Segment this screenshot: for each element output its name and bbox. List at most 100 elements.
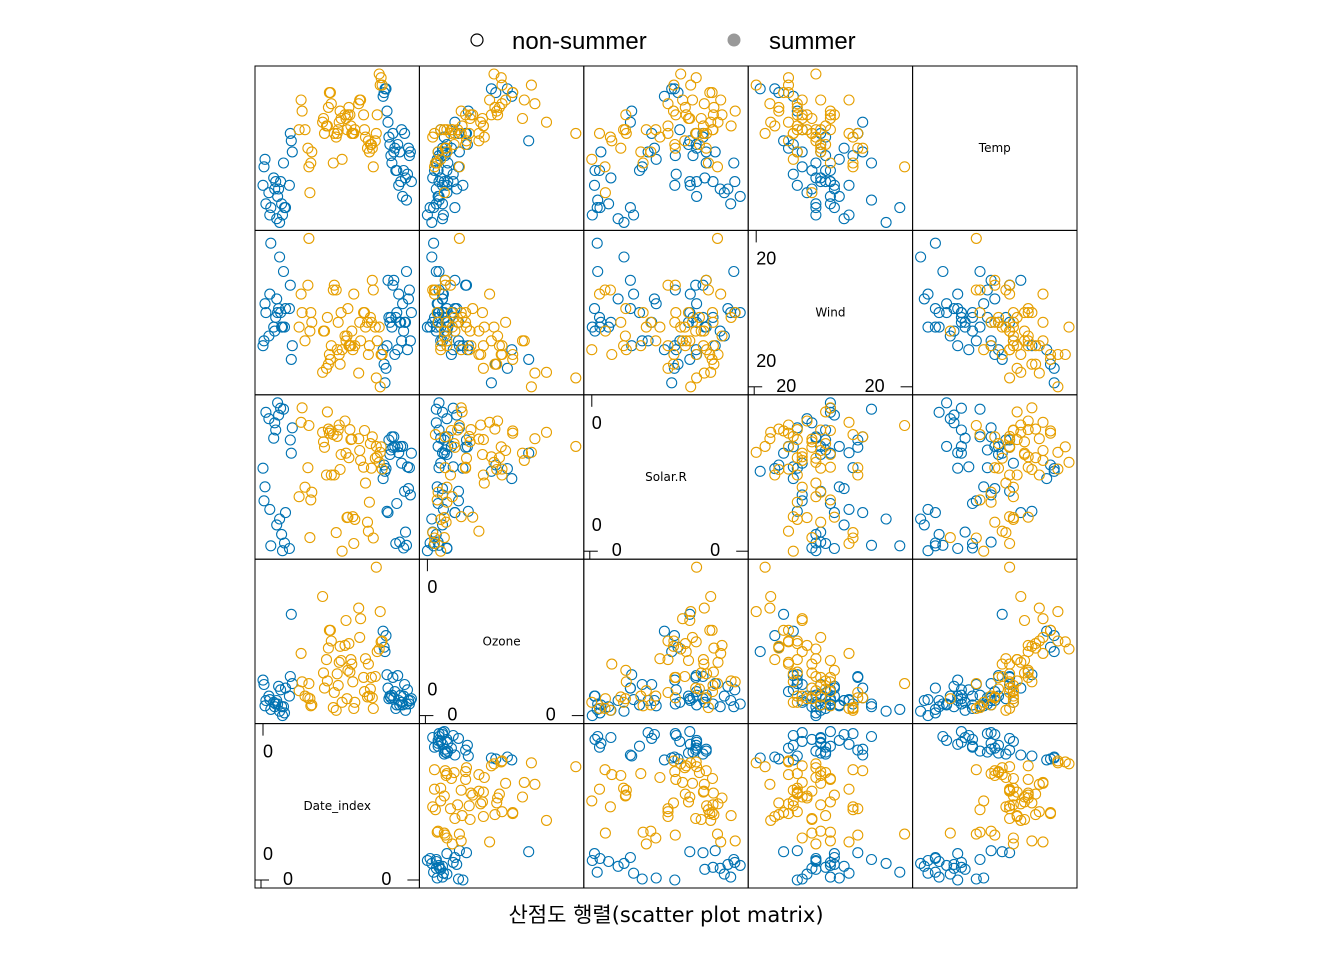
point-summer-r0-c3-9: [765, 116, 777, 128]
point-non-summer-r3-c4-45: [966, 690, 979, 702]
point-non-summer-r2-c4-41: [985, 536, 997, 548]
point-summer-r2-c3-14: [773, 423, 785, 435]
point-non-summer-r2-c4-37: [966, 537, 979, 550]
point-summer-r0-c1-37: [435, 124, 447, 136]
point-summer-r2-c1-52: [570, 440, 582, 452]
point-non-summer-r2-c4-18: [929, 537, 941, 549]
point-non-summer-r4-c4-17: [974, 853, 986, 866]
point-non-summer-r3-c3-6: [894, 703, 906, 715]
point-summer-r4-c4-31: [1030, 788, 1042, 800]
point-non-summer-r4-c3-3: [824, 871, 836, 883]
point-non-summer-r4-c1-52: [436, 727, 449, 739]
point-non-summer-r4-c1-14: [447, 856, 459, 868]
point-summer-r2-c3-46: [791, 496, 803, 508]
point-non-summer-r4-c1-16: [421, 854, 433, 867]
point-non-summer-r2-c0-7: [268, 432, 280, 444]
point-non-summer-r3-c3-34: [852, 671, 864, 683]
point-non-summer-r0-c0-23: [286, 146, 298, 158]
point-summer-r4-c1-35: [455, 784, 467, 796]
point-summer-r2-c4-40: [1037, 454, 1049, 466]
point-summer-r1-c4-56: [1059, 348, 1071, 361]
point-summer-r1-c0-51: [369, 321, 381, 333]
point-summer-r2-c4-4: [989, 462, 1001, 474]
point-summer-r4-c2-21: [701, 800, 713, 812]
point-summer-r1-c1-52: [570, 372, 582, 384]
point-summer-r2-c4-45: [996, 525, 1008, 537]
point-non-summer-r4-c2-16: [586, 854, 598, 867]
point-summer-r1-c0-21: [331, 344, 343, 356]
point-non-summer-r2-c3-5: [843, 503, 855, 515]
point-summer-r0-c2-1: [715, 94, 727, 106]
point-summer-r1-c1-4: [439, 279, 451, 291]
point-summer-r2-c3-45: [782, 525, 795, 537]
point-summer-r2-c0-24: [334, 463, 346, 476]
point-summer-r2-c3-17: [791, 469, 803, 481]
point-non-summer-r2-c4-27: [1048, 463, 1060, 475]
point-summer-r3-c3-12: [769, 654, 781, 666]
point-summer-r4-c1-6: [438, 827, 450, 839]
point-non-summer-r4-c4-46: [1004, 732, 1016, 744]
point-summer-r3-c3-50: [847, 702, 859, 715]
point-non-summer-r2-c0-47: [399, 526, 412, 538]
point-summer-r3-c0-39: [354, 631, 366, 643]
point-summer-r2-c4-51: [996, 452, 1008, 464]
point-summer-r3-c3-40: [796, 613, 808, 625]
point-non-summer-r3-c3-36: [782, 686, 795, 698]
point-non-summer-r4-c3-34: [852, 744, 864, 756]
point-summer-r0-c3-47: [820, 138, 832, 151]
point-summer-r3-c3-10: [806, 667, 818, 679]
point-summer-r1-c4-2: [1026, 307, 1038, 319]
point-non-summer-r0-c2-19: [624, 202, 636, 214]
point-summer-r3-c2-38: [698, 602, 710, 614]
point-summer-r1-c1-32: [465, 340, 477, 352]
point-summer-r2-c4-18: [974, 429, 986, 441]
point-summer-r0-c1-42: [445, 124, 457, 136]
point-non-summer-r2-c0-11: [272, 397, 284, 409]
point-non-summer-r4-c1-0: [457, 874, 469, 886]
point-summer-r2-c0-43: [359, 477, 372, 489]
point-non-summer-r0-c0-38: [391, 164, 403, 177]
point-summer-r1-c0-25: [335, 307, 347, 319]
point-summer-r3-c3-46: [791, 690, 803, 702]
point-summer-r4-c3-6: [806, 827, 818, 839]
tick-label-ozone-3: 0: [546, 705, 556, 725]
point-non-summer-r4-c2-43: [674, 735, 686, 747]
point-non-summer-r0-c3-6: [894, 202, 906, 214]
point-summer-r4-c1-48: [460, 766, 472, 778]
point-summer-r4-c2-38: [698, 778, 710, 790]
point-summer-r1-c2-46: [635, 340, 647, 352]
point-summer-r2-c1-23: [475, 419, 487, 431]
point-non-summer-r4-c4-0: [952, 874, 964, 886]
point-summer-r3-c3-49: [857, 692, 869, 704]
point-summer-r0-c0-2: [296, 105, 308, 117]
point-summer-r1-c1-15: [507, 348, 519, 361]
point-non-summer-r2-c0-22: [285, 447, 297, 459]
point-non-summer-r4-c2-22: [684, 846, 696, 858]
point-summer-r3-c2-57: [668, 635, 680, 647]
point-summer-r3-c0-57: [376, 635, 388, 647]
point-summer-r3-c3-55: [750, 606, 762, 618]
point-summer-r0-c3-5: [899, 161, 911, 173]
point-non-summer-r3-c4-38: [966, 699, 979, 711]
point-summer-r3-c4-38: [1033, 602, 1045, 614]
point-non-summer-r0-c1-42: [442, 176, 454, 188]
point-non-summer-r3-c3-47: [815, 704, 827, 716]
point-non-summer-r0-c1-52: [436, 146, 449, 158]
point-summer-r3-c0-33: [345, 654, 357, 666]
point-non-summer-r2-c4-47: [959, 526, 971, 538]
point-summer-r4-c3-30: [828, 789, 840, 801]
point-non-summer-r1-c1-22: [523, 353, 535, 365]
point-summer-r3-c2-53: [680, 646, 692, 658]
point-non-summer-r3-c3-25: [773, 641, 785, 653]
point-summer-r0-c2-9: [705, 116, 717, 128]
point-summer-r2-c0-21: [331, 430, 343, 442]
point-non-summer-r2-c4-50: [989, 483, 1001, 495]
point-non-summer-r2-c0-29: [382, 507, 394, 519]
point-non-summer-r0-c2-18: [594, 202, 606, 214]
point-non-summer-r1-c4-0: [952, 340, 964, 352]
point-non-summer-r1-c4-19: [929, 303, 941, 315]
point-summer-r4-c1-51: [460, 762, 473, 774]
point-summer-r0-c3-41: [824, 109, 836, 121]
point-summer-r0-c0-31: [343, 101, 355, 113]
point-non-summer-r4-c3-18: [810, 852, 822, 865]
